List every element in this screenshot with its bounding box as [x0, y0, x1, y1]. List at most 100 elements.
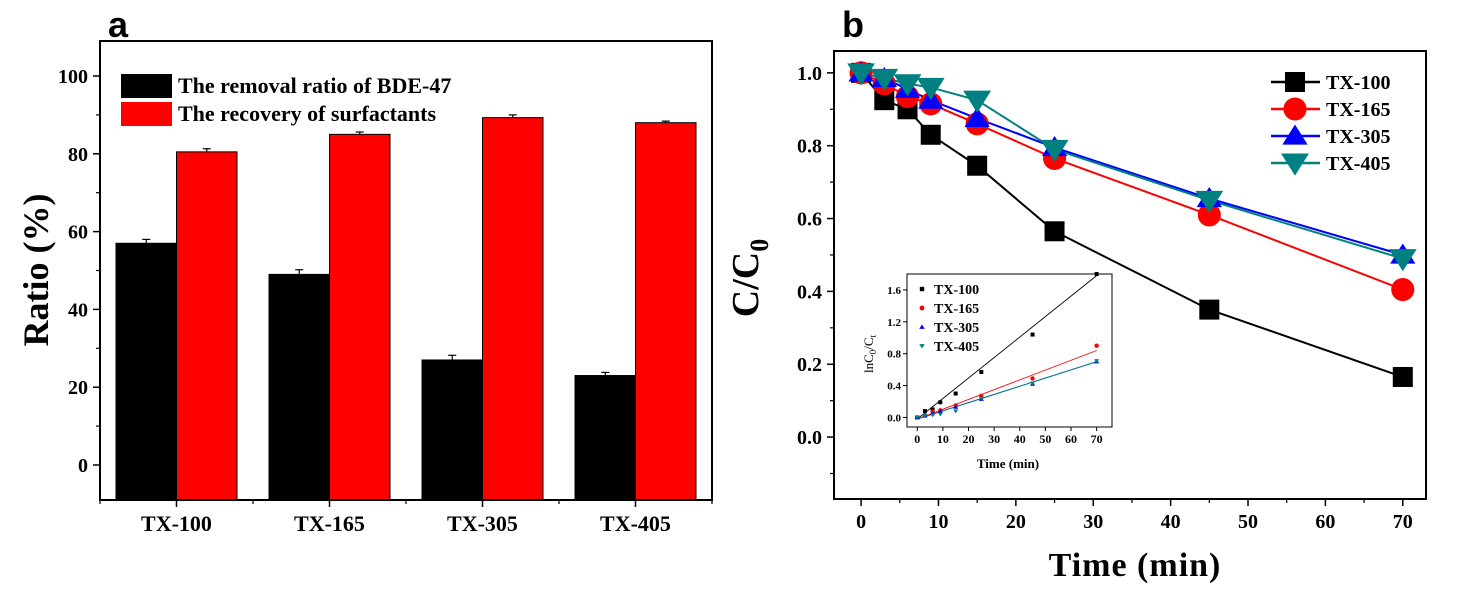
data-point [1195, 190, 1224, 213]
legend-label: TX-305 [1326, 126, 1390, 148]
inset-data-point [1094, 343, 1099, 348]
y-tick-label: 0.8 [797, 136, 822, 158]
y-tick-label: 0.2 [797, 354, 822, 376]
inset-data-point [1030, 332, 1035, 337]
data-point [1391, 278, 1415, 302]
inset-legend-label: TX-165 [934, 302, 979, 317]
inset-legend: TX-100 TX-165 TX-305 TX-405 [919, 283, 979, 355]
bar [482, 117, 544, 501]
bar [421, 359, 483, 501]
inset-data-point [978, 396, 984, 401]
inset-y-label-part1: lnC [861, 354, 876, 373]
x-tick-label: TX-100 [141, 511, 212, 536]
inset-y-label-part2: 0 [868, 349, 878, 354]
data-point [870, 68, 899, 91]
legend-marker [1283, 97, 1307, 121]
data-point [847, 63, 875, 86]
fit-line [916, 275, 1097, 420]
inset-data-point [914, 415, 920, 420]
bar [635, 122, 697, 501]
plot-frame-b [833, 50, 1427, 500]
fit-line [917, 350, 1097, 420]
inset-legend-marker [919, 344, 925, 349]
bar [574, 375, 636, 501]
legend-swatch-removal [121, 74, 172, 98]
bar [268, 273, 330, 501]
data-point [874, 90, 895, 111]
y-tick-label: 1.0 [797, 63, 822, 85]
inset-legend-marker [919, 286, 925, 292]
data-point [920, 124, 941, 145]
inset-data-point [953, 391, 958, 396]
inset-data-point [937, 412, 943, 417]
inset-legend-label: TX-305 [934, 321, 979, 336]
x-tick-label: 60 [1315, 511, 1335, 533]
inset-x-tick-label: 10 [937, 432, 949, 446]
panel-label-a: a [108, 4, 129, 45]
legend-label-recovery: The recovery of surfactants [178, 101, 436, 126]
x-axis-label-b: Time (min) [1049, 547, 1222, 584]
inset-data-point [930, 407, 935, 412]
data-point [916, 77, 945, 101]
inset-series-group [914, 272, 1100, 420]
y-tick-label: 0.4 [797, 281, 822, 303]
data-point [1392, 366, 1413, 387]
inset-data-point [953, 409, 959, 414]
y-axis-label-b: C/C0 [725, 239, 774, 317]
x-tick-label: 40 [1161, 511, 1181, 533]
data-point [1388, 249, 1417, 272]
x-tick-label: TX-165 [294, 511, 365, 536]
inset-data-point [930, 413, 936, 418]
y-tick-label: 40 [68, 299, 88, 321]
legend-marker [1285, 72, 1305, 92]
x-tick-label: 50 [1238, 511, 1258, 533]
series-line [860, 71, 1404, 256]
data-point [963, 90, 992, 113]
legend-a: The removal ratio of BDE-47 The recovery… [121, 73, 451, 126]
legend-swatch-recovery [121, 102, 172, 126]
data-point [967, 155, 988, 176]
x-tick-label: 30 [1083, 511, 1103, 533]
inset-x-tick-label: 60 [1065, 432, 1077, 446]
inset-x-axis-label: Time (min) [977, 456, 1039, 471]
bar-chart-panel-a: TX-100 TX-165 TX-305 TX-405 0 20 40 60 80 100 Rat… [16, 40, 713, 536]
legend-b: TX-100 TX-165 TX-305 TX-405 [1271, 72, 1390, 176]
legend-label: TX-100 [1326, 72, 1390, 94]
bar [329, 133, 391, 501]
inset-data-point [937, 408, 943, 413]
data-point [1197, 203, 1221, 227]
x-tick-label: 20 [1006, 511, 1026, 533]
x-tick-label: 10 [928, 511, 948, 533]
panel-label-b: b [842, 4, 864, 45]
inset-y-tick-label: 0.8 [887, 349, 901, 361]
inset-y-tick-label: 1.6 [887, 285, 901, 297]
y-tick-label: 20 [68, 377, 88, 399]
inset-x-tick-label: 30 [988, 432, 1000, 446]
inset-data-point [1030, 381, 1036, 386]
inset-data-point [953, 404, 959, 409]
y-axis-label-a: Ratio (%) [16, 194, 56, 347]
inset-x-tick-label: 40 [1014, 432, 1026, 446]
fit-line [917, 361, 1097, 420]
data-point [964, 106, 990, 128]
series-group [847, 61, 1417, 387]
inset-data-point [1094, 359, 1100, 364]
y-label-main-b: C/C [725, 252, 767, 317]
inset-y-tick-label: 0.0 [887, 412, 901, 424]
inset-data-point [1094, 272, 1099, 276]
inset-y-tick-label: 0.4 [887, 381, 901, 393]
inset-legend-marker [919, 324, 925, 329]
inset-data-point [1030, 376, 1035, 381]
y-tick-label: 100 [58, 66, 88, 88]
axes-b: 0 10 20 30 40 50 60 70 0.0 0.2 0.4 0.6 0.8 1.0 [797, 63, 1413, 533]
inset-axes: 0 10 20 30 40 50 60 70 0.0 0.4 0.8 1.2 1.6 [887, 285, 1102, 446]
inset-x-tick-label: 20 [963, 432, 975, 446]
legend-label: TX-405 [1326, 153, 1390, 175]
data-point [1199, 299, 1220, 320]
y-tick-label: 0.6 [797, 209, 822, 231]
line-chart-panel-b: 0 10 20 30 40 50 60 70 0.0 0.2 0.4 0.6 0.8 1.0 Time (… [725, 50, 1427, 584]
inset-data-point [922, 409, 927, 414]
x-tick-label: 70 [1393, 511, 1413, 533]
inset-x-tick-label: 70 [1091, 432, 1103, 446]
